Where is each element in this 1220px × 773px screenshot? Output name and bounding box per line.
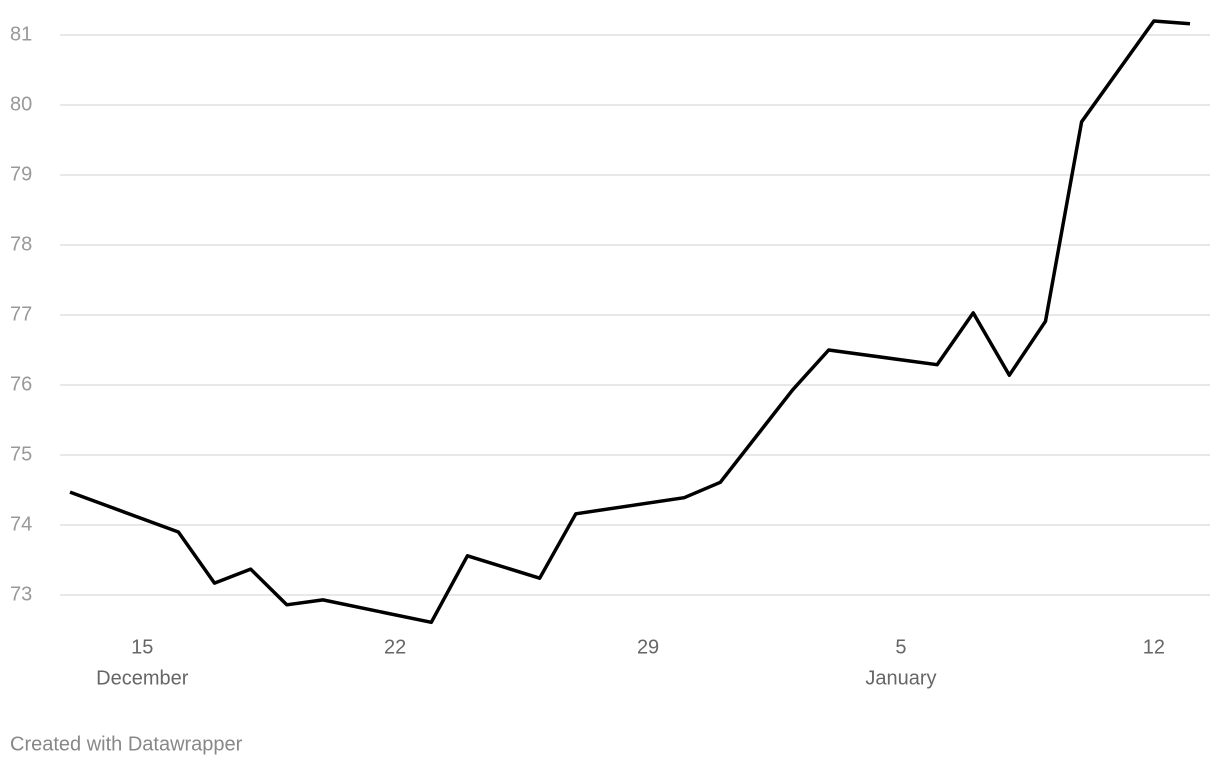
x-tick-label: 22: [384, 636, 406, 658]
y-tick-label: 75: [10, 443, 32, 465]
x-tick-label: 29: [637, 636, 659, 658]
y-tick-label: 80: [10, 93, 32, 115]
x-tick-label: 5: [895, 636, 906, 658]
y-tick-label: 73: [10, 583, 32, 605]
y-tick-label: 77: [10, 303, 32, 325]
y-tick-label: 79: [10, 163, 32, 185]
x-tick-label: 12: [1143, 636, 1165, 658]
x-month-label: January: [865, 667, 936, 689]
x-tick-label: 15: [131, 636, 153, 658]
y-tick-label: 78: [10, 233, 32, 255]
y-tick-label: 81: [10, 23, 32, 45]
y-tick-label: 76: [10, 373, 32, 395]
line: [69, 19, 1191, 625]
credit: Created with Datawrapper: [10, 733, 243, 755]
y-tick-label: 74: [10, 513, 32, 535]
x-month-label: December: [96, 667, 189, 689]
